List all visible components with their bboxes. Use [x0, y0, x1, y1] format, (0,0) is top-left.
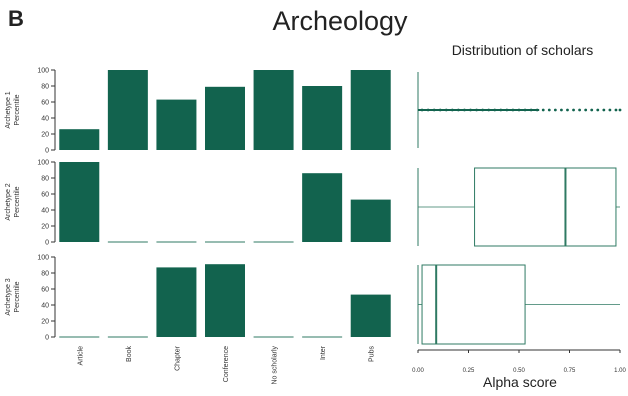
- x-tick-label: Pubs: [369, 346, 376, 362]
- box-outlier: [432, 108, 436, 112]
- y-tick-label: 60: [41, 287, 49, 294]
- box-outlier: [535, 108, 539, 112]
- box-outlier: [529, 108, 533, 112]
- box-outlier: [547, 108, 551, 112]
- box-outlier: [463, 108, 466, 112]
- bar: [205, 264, 245, 337]
- box-outlier: [469, 108, 472, 112]
- x-tick-label: 0.75: [564, 368, 576, 374]
- bar: [156, 99, 197, 150]
- box-outlier: [553, 108, 557, 112]
- box-outlier: [517, 108, 521, 112]
- y-tick-label: 100: [37, 68, 49, 75]
- x-tick-label: 0.00: [412, 368, 424, 374]
- box-iqr: [421, 264, 526, 345]
- box-outlier: [602, 108, 606, 112]
- y-axis-label: Percentile: [14, 186, 21, 217]
- box-outlier: [578, 108, 581, 112]
- y-axis-label: Archetype 3: [5, 278, 12, 315]
- y-tick-label: 40: [41, 208, 49, 215]
- y-tick-label: 80: [41, 84, 49, 91]
- y-axis-label: Archetype 2: [5, 183, 12, 220]
- x-tick-label: 1.00: [614, 368, 626, 374]
- y-tick-label: 100: [37, 255, 49, 262]
- box-outlier: [596, 108, 600, 112]
- box-outlier: [499, 108, 503, 112]
- box-outlier: [572, 108, 575, 112]
- distribution-title: Distribution of scholars: [451, 42, 594, 58]
- y-tick-label: 100: [37, 160, 49, 167]
- box-outlier: [584, 108, 588, 112]
- x-tick-label: 0.50: [513, 368, 525, 374]
- box-outlier: [475, 108, 478, 112]
- x-tick-label: Chapter: [174, 345, 181, 371]
- x-tick-label: 0.25: [463, 368, 475, 374]
- panel-letter: B: [8, 6, 24, 31]
- box-outlier: [523, 108, 527, 112]
- bar: [350, 199, 391, 242]
- y-tick-label: 20: [41, 132, 49, 139]
- y-axis-label: Percentile: [14, 94, 21, 125]
- y-tick-label: 20: [41, 319, 49, 326]
- x-tick-label: Conference: [223, 346, 230, 382]
- box-outlier: [420, 108, 424, 112]
- bar: [253, 70, 294, 150]
- chart-title: Archeology: [272, 6, 408, 36]
- box-outlier: [511, 108, 515, 112]
- y-axis-label: Archetype 1: [5, 91, 12, 128]
- box-outlier: [450, 108, 454, 112]
- box-outlier: [493, 108, 497, 112]
- x-tick-label: No scholarly: [272, 346, 279, 385]
- bar: [59, 162, 100, 242]
- bar: [156, 267, 197, 337]
- bar: [302, 173, 343, 242]
- box-outlier: [566, 108, 569, 112]
- bar: [350, 294, 391, 337]
- x-axis-label-alpha: Alpha score: [483, 374, 557, 390]
- y-tick-label: 60: [41, 100, 49, 107]
- y-tick-label: 20: [41, 224, 49, 231]
- y-tick-label: 60: [41, 192, 49, 199]
- x-tick-label: Book: [126, 346, 133, 362]
- bar: [302, 86, 343, 150]
- box-iqr: [474, 167, 617, 247]
- box-outlier: [560, 108, 563, 112]
- box-outlier: [618, 108, 622, 112]
- box-outlier: [481, 108, 485, 112]
- x-tick-label: Inter: [320, 345, 327, 360]
- y-tick-label: 0: [45, 240, 49, 247]
- box-outlier: [444, 108, 448, 112]
- bar: [350, 70, 391, 150]
- box-outlier: [457, 108, 460, 112]
- box-outlier: [541, 108, 545, 112]
- box-outlier: [438, 108, 442, 112]
- box-outlier: [426, 108, 430, 112]
- box-outlier: [487, 108, 491, 112]
- y-axis-label: Percentile: [14, 281, 21, 312]
- y-tick-label: 0: [45, 148, 49, 155]
- y-tick-label: 0: [45, 335, 49, 342]
- box-outlier: [590, 108, 594, 112]
- x-tick-label: Article: [77, 346, 84, 366]
- box-outlier: [608, 108, 612, 112]
- box-outlier: [614, 108, 618, 112]
- y-tick-label: 80: [41, 271, 49, 278]
- y-tick-label: 40: [41, 303, 49, 310]
- bar: [59, 129, 100, 150]
- y-tick-label: 40: [41, 116, 49, 123]
- box-outlier: [505, 108, 509, 112]
- y-tick-label: 80: [41, 176, 49, 183]
- bar: [205, 86, 245, 150]
- bar: [107, 70, 148, 150]
